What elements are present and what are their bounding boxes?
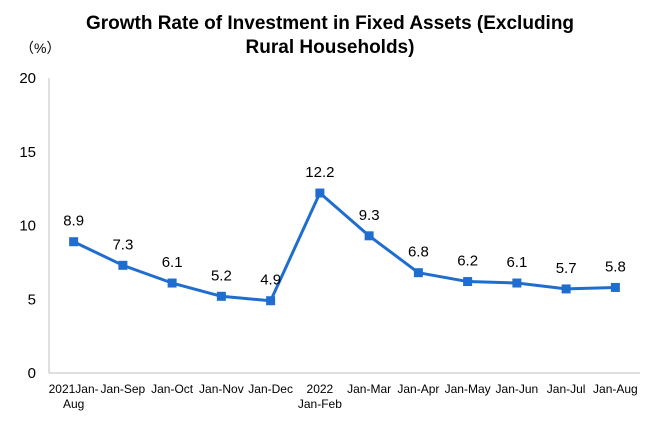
x-tick-label: Jan-Mar	[347, 382, 391, 396]
chart-title-line-1: Growth Rate of Investment in Fixed Asset…	[85, 13, 575, 34]
data-label: 5.8	[605, 258, 626, 275]
x-tick-label: Jan-Aug	[593, 382, 638, 396]
y-axis-unit: （%）	[20, 40, 61, 56]
x-tick-label: Jan-Oct	[151, 382, 194, 396]
data-label: 5.2	[211, 267, 232, 284]
x-tick-label: Jan-May	[445, 382, 491, 396]
data-label: 4.9	[260, 272, 281, 289]
data-point-marker	[610, 282, 620, 292]
x-tick-label: 2022	[307, 382, 334, 396]
data-point-marker	[216, 291, 226, 301]
data-label: 5.7	[556, 260, 577, 277]
chart-title: Growth Rate of Investment in Fixed Asset…	[0, 12, 660, 60]
data-label: 6.1	[162, 254, 183, 271]
data-point-marker	[167, 278, 177, 288]
data-point-marker	[463, 277, 473, 287]
x-tick-label: Aug	[63, 397, 84, 411]
data-label: 6.8	[408, 244, 429, 261]
x-tick-label: Jan-Dec	[248, 382, 293, 396]
y-tick-label: 10	[19, 218, 36, 235]
data-point-marker	[266, 296, 276, 306]
x-tick-label: Jan-Feb	[298, 397, 342, 411]
chart-title-line-2: Rural Households)	[245, 37, 415, 58]
y-tick-label: 15	[19, 144, 36, 161]
x-tick-label: 2021Jan-	[49, 382, 99, 396]
y-tick-label: 20	[19, 70, 36, 87]
data-point-marker	[315, 188, 325, 198]
data-label: 6.2	[457, 253, 478, 270]
data-point-marker	[364, 231, 374, 241]
y-tick-label: 0	[28, 365, 36, 382]
data-point-marker	[512, 278, 522, 288]
data-label: 9.3	[359, 207, 380, 224]
series-line	[72, 191, 616, 303]
data-label: 8.9	[63, 213, 84, 230]
data-point-marker	[561, 284, 571, 294]
data-point-marker	[413, 268, 423, 278]
data-point-marker	[118, 260, 128, 270]
x-tick-label: Jan-Nov	[199, 382, 244, 396]
data-label: 7.3	[112, 236, 133, 253]
x-tick-label: Jan-Apr	[397, 382, 439, 396]
data-point-marker	[69, 237, 79, 247]
data-label: 12.2	[305, 164, 334, 181]
data-label: 6.1	[506, 254, 527, 271]
x-tick-label: Jan-Sep	[101, 382, 146, 396]
x-tick-label: Jan-Jun	[496, 382, 539, 396]
y-tick-label: 5	[28, 291, 36, 308]
x-tick-label: Jan-Jul	[547, 382, 586, 396]
